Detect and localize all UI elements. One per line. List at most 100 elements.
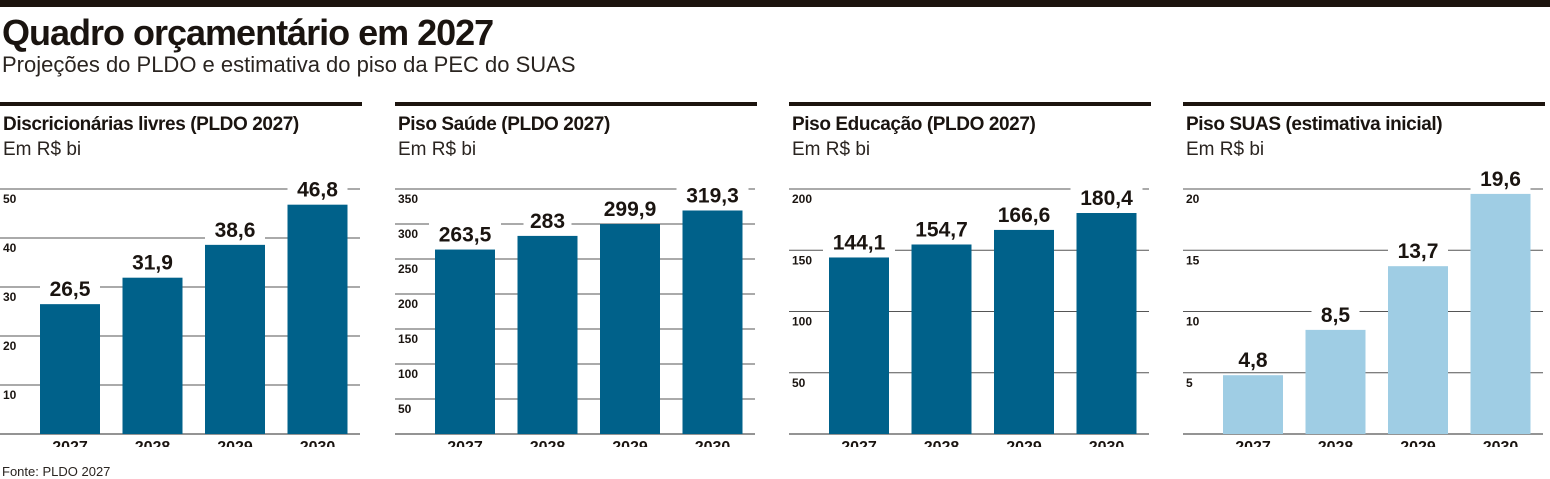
y-tick-label: 30 (3, 290, 17, 304)
value-label: 26,5 (50, 278, 91, 301)
value-label-bg (988, 199, 1060, 226)
value-label: 13,7 (1398, 240, 1439, 263)
y-tick-label: 350 (398, 192, 418, 206)
value-label: 166,6 (998, 204, 1051, 227)
value-label-bg (429, 219, 501, 246)
x-tick-label: 2029 (1006, 439, 1042, 447)
value-label: 180,4 (1080, 187, 1133, 210)
bar-2027 (40, 304, 100, 434)
bar-2029 (1388, 266, 1448, 434)
bar-2030 (682, 210, 743, 434)
panel-unit: Em R$ bi (3, 139, 82, 160)
x-tick-label: 2028 (135, 439, 171, 447)
x-tick-label: 2027 (52, 439, 88, 447)
value-label-bg (122, 247, 183, 274)
panel-title: Piso Educação (PLDO 2027) (792, 114, 1036, 135)
bar-2027 (435, 249, 495, 434)
y-tick-label: 200 (792, 192, 812, 206)
x-tick-label: 2028 (530, 439, 566, 447)
panel-rule (1183, 102, 1545, 106)
y-tick-label: 150 (398, 332, 418, 346)
x-tick-label: 2029 (1400, 439, 1436, 447)
value-label: 144,1 (833, 231, 886, 254)
panel-piso-educacao: Piso Educação (PLDO 2027) Em R$ bi 50 100… (789, 102, 1151, 447)
panel-unit: Em R$ bi (398, 139, 477, 160)
value-label-bg (1070, 183, 1143, 210)
value-label: 319,3 (686, 184, 739, 207)
value-label: 19,6 (1480, 168, 1521, 191)
y-tick-label: 100 (398, 367, 418, 381)
panel-rule (789, 102, 1151, 106)
bar-2029 (600, 224, 660, 434)
x-tick-label: 2029 (217, 439, 253, 447)
bar-chart: 50 100 150 200 250 300 350 263,5 2027 283 2028 299,… (395, 180, 755, 447)
bar-2029 (205, 244, 265, 434)
value-label: 154,7 (915, 218, 968, 241)
value-label-bg (676, 180, 749, 207)
value-label: 31,9 (132, 252, 173, 275)
panel-title: Piso SUAS (estimativa inicial) (1186, 114, 1443, 135)
value-label: 46,8 (297, 179, 338, 202)
source-note: Fonte: PLDO 2027 (2, 464, 111, 479)
y-tick-label: 10 (3, 388, 17, 402)
y-tick-label: 250 (398, 262, 418, 276)
value-label: 38,6 (215, 219, 256, 242)
y-tick-label: 15 (1186, 253, 1200, 267)
bar-2030 (1076, 213, 1137, 434)
bar-2030 (1470, 193, 1531, 434)
x-tick-label: 2028 (924, 439, 960, 447)
value-label: 299,9 (604, 198, 657, 221)
bar-2027 (829, 257, 889, 434)
y-tick-label: 40 (3, 241, 17, 255)
bar-2027 (1223, 375, 1283, 434)
panel-unit: Em R$ bi (1186, 139, 1265, 160)
value-label-bg (205, 214, 265, 241)
y-tick-label: 10 (1186, 315, 1200, 329)
value-label-bg (594, 194, 666, 221)
x-tick-label: 2029 (612, 439, 648, 447)
value-label: 263,5 (439, 224, 492, 247)
bar-chart: 50 100 150 200 144,1 2027 154,7 2028 166,6 2029 18… (789, 183, 1149, 447)
value-label-bg (523, 205, 572, 232)
panel-rule (0, 102, 362, 106)
panel-rule (395, 102, 757, 106)
bar-2028 (1305, 329, 1366, 434)
x-tick-label: 2027 (447, 439, 483, 447)
x-tick-label: 2027 (841, 439, 877, 447)
panel-title: Piso Saúde (PLDO 2027) (398, 114, 610, 135)
panel-title: Discricionárias livres (PLDO 2027) (3, 114, 299, 135)
value-label: 283 (530, 210, 565, 233)
bar-2030 (287, 204, 348, 434)
value-label-bg (1388, 236, 1448, 263)
bar-2029 (994, 229, 1054, 434)
x-tick-label: 2028 (1318, 439, 1354, 447)
value-label-bg (1311, 299, 1360, 326)
value-label-bg (1229, 345, 1277, 372)
y-tick-label: 50 (792, 376, 806, 390)
panel-piso-suas: Piso SUAS (estimativa inicial) Em R$ bi … (1183, 102, 1545, 447)
y-tick-label: 100 (792, 315, 812, 329)
y-tick-label: 20 (3, 339, 17, 353)
top-bar (0, 0, 1550, 7)
bar-2028 (122, 277, 183, 434)
y-tick-label: 150 (792, 253, 812, 267)
y-tick-label: 20 (1186, 192, 1200, 206)
bar-2028 (517, 235, 578, 434)
x-tick-label: 2027 (1235, 439, 1271, 447)
y-tick-label: 200 (398, 297, 418, 311)
y-tick-label: 5 (1186, 376, 1193, 390)
y-tick-label: 50 (398, 402, 412, 416)
page-subtitle: Projeções do PLDO e estimativa do piso d… (2, 52, 576, 77)
value-label-bg (905, 214, 978, 241)
value-label-bg (40, 274, 100, 301)
bar-2028 (911, 244, 972, 434)
y-tick-label: 300 (398, 227, 418, 241)
panel-discricionarias: Discricionárias livres (PLDO 2027) Em R$… (0, 102, 362, 447)
value-label: 8,5 (1321, 304, 1351, 327)
value-label-bg (823, 227, 895, 254)
page-title: Quadro orçamentário em 2027 (2, 12, 494, 53)
